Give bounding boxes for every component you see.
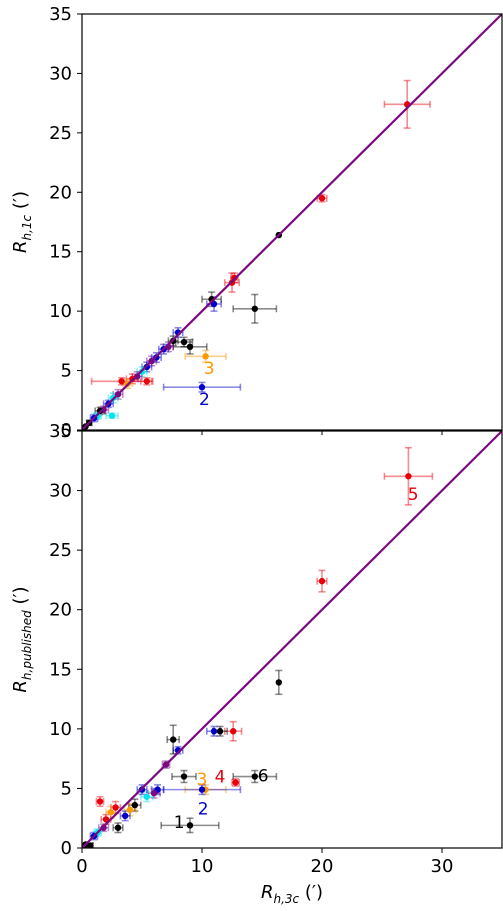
bottom-data-point-17	[143, 793, 150, 800]
top-plot-area: 32	[82, 14, 502, 430]
bottom-y-tick-label-0: 0	[61, 838, 72, 859]
top-y-tick-label-4: 20	[49, 182, 72, 203]
bottom-y-tick-label-2: 10	[49, 719, 72, 740]
bottom-annotation-0: 5	[408, 485, 419, 505]
bottom-data-point-24	[107, 809, 115, 816]
bottom-data-point-1	[318, 577, 326, 585]
top-y-tick-label-0: 0	[61, 420, 72, 441]
bottom-data-point-10	[186, 822, 194, 829]
bottom-annotation-1: 6	[258, 766, 269, 786]
bottom-data-point-19	[131, 801, 138, 809]
bottom-axes-frame	[81, 430, 503, 849]
bottom-data-point-0	[405, 473, 412, 480]
bottom-data-point-30	[87, 842, 94, 848]
top-y-tick-label-3: 15	[49, 242, 72, 263]
top-y-tick-label-7: 35	[49, 4, 72, 25]
bottom-one-to-one-line	[82, 431, 502, 848]
top-annotation-0: 3	[204, 359, 215, 379]
bottom-data-point-23	[112, 804, 119, 811]
bottom-y-tick-label-4: 20	[49, 600, 72, 621]
top-one-to-one-line	[82, 14, 502, 430]
bottom-data-point-4	[232, 779, 239, 786]
top-data-point-19	[143, 378, 150, 385]
top-data-point-3	[251, 305, 258, 312]
bottom-data-point-9	[198, 786, 206, 793]
top-y-tick-label-5: 25	[49, 123, 72, 144]
bottom-data-point-3	[251, 773, 258, 780]
bottom-y-tick-label-1: 5	[61, 778, 72, 799]
bottom-y-tick-label-7: 35	[49, 421, 72, 442]
top-annotation-1: 2	[199, 390, 210, 410]
bottom-x-tick-label-3: 30	[431, 856, 454, 877]
bottom-y-tick-label-3: 15	[49, 659, 72, 680]
bottom-annotation-3: 3	[197, 770, 208, 790]
bottom-x-tick-label-0: 0	[76, 856, 87, 877]
bottom-data-point-22	[114, 824, 122, 831]
bottom-annotation-2: 4	[215, 768, 226, 788]
bottom-data-point-13	[170, 736, 177, 743]
bottom-data-point-27	[96, 798, 104, 805]
bottom-plot-area: 5 6 43 21	[82, 431, 502, 848]
bottom-data-point-21	[122, 812, 129, 820]
bottom-data-point-16	[150, 789, 158, 797]
bottom-data-point-6	[216, 728, 224, 735]
top-data-point-24	[118, 378, 125, 385]
bottom-y-axis-label: Rh,published (′)	[10, 586, 34, 692]
bottom-x-axis-label: Rh,3c (′)	[261, 882, 323, 906]
top-data-point-27	[108, 412, 116, 419]
top-data-point-6	[210, 300, 218, 308]
top-y-tick-label-2: 10	[49, 301, 72, 322]
bottom-data-point-7	[210, 728, 218, 735]
top-data-point-1	[318, 195, 326, 202]
bottom-annotation-5: 1	[174, 813, 185, 833]
top-data-point-10	[186, 343, 194, 350]
top-y-tick-label-6: 30	[49, 63, 72, 84]
bottom-y-tick-label-6: 30	[49, 481, 72, 502]
top-axes-frame	[81, 13, 503, 431]
bottom-data-point-25	[102, 816, 110, 823]
bottom-data-point-11	[180, 773, 188, 780]
bottom-data-point-2	[275, 679, 282, 686]
top-y-axis-label: Rh,1c (′)	[10, 191, 34, 253]
bottom-y-tick-label-5: 25	[49, 540, 72, 561]
top-data-point-9	[198, 384, 206, 391]
top-y-tick-label-1: 5	[61, 361, 72, 382]
bottom-data-point-20	[126, 806, 134, 814]
bottom-x-tick-label-1: 10	[191, 856, 214, 877]
top-data-point-11	[180, 338, 188, 346]
bottom-x-tick-label-2: 20	[311, 856, 334, 877]
bottom-annotation-4: 2	[198, 800, 209, 820]
bottom-data-point-5	[230, 728, 237, 735]
top-data-point-8	[202, 353, 209, 360]
